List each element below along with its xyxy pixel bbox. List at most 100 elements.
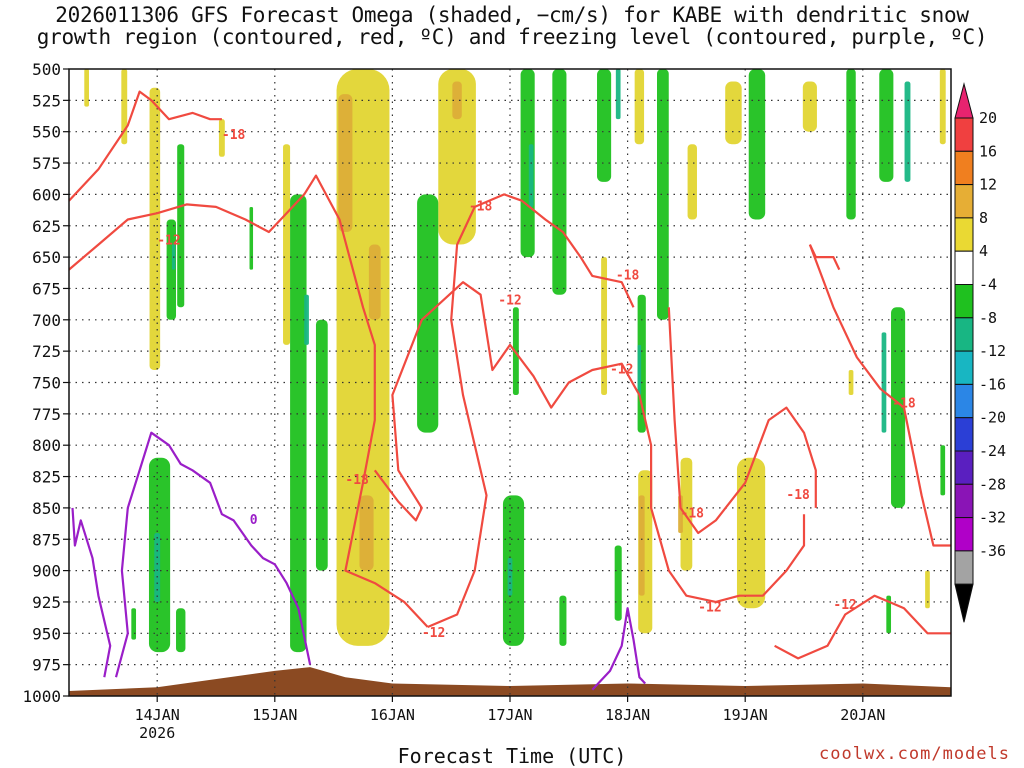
- freezing-level-label: 0: [250, 513, 258, 528]
- colorbar-label: 8: [979, 209, 988, 227]
- omega-region: [338, 94, 353, 233]
- pressure-tick-label: 650: [32, 248, 61, 267]
- chart-title-line-2: growth region (contoured, red, ºC) and f…: [36, 25, 988, 49]
- pressure-tick-label: 575: [32, 154, 61, 173]
- omega-region: [680, 457, 693, 571]
- omega-region: [597, 69, 612, 182]
- omega-region: [687, 144, 697, 220]
- omega-region: [925, 570, 930, 609]
- colorbar-label: 4: [979, 242, 988, 260]
- snow-growth-contour: [373, 281, 806, 604]
- time-tick-label: 20JAN: [840, 706, 885, 724]
- pressure-tick-label: 725: [32, 342, 61, 361]
- pressure-tick-label: 675: [32, 279, 61, 298]
- omega-region: [748, 69, 766, 220]
- time-tick-label: 18JAN: [605, 706, 650, 724]
- omega-region: [502, 495, 525, 646]
- credit-text: coolwx.com/models: [819, 744, 1010, 764]
- x-axis-title: Forecast Time (UTC): [397, 744, 627, 768]
- pressure-tick-label: 975: [32, 656, 61, 675]
- omega-region: [84, 69, 89, 107]
- colorbar-label: -20: [979, 409, 1006, 427]
- terrain-layer: [69, 667, 951, 696]
- snow-growth-label: -12: [498, 293, 521, 308]
- omega-region: [218, 119, 225, 157]
- snow-growth-label: -12: [157, 233, 180, 248]
- omega-region: [176, 608, 186, 653]
- pressure-tick-label: 750: [32, 374, 61, 393]
- snow-growth-contour: [667, 307, 817, 535]
- colorbar-swatch: [954, 550, 974, 585]
- freezing-level-contour: [591, 607, 647, 691]
- omega-region: [891, 307, 906, 508]
- omega-region: [438, 69, 476, 245]
- time-tick-label: 15JAN: [252, 706, 297, 724]
- omega-region: [249, 206, 254, 270]
- snow-growth-contour: [69, 174, 429, 628]
- snow-growth-label: -18: [469, 199, 493, 214]
- omega-region: [637, 344, 642, 396]
- omega-region: [520, 69, 535, 258]
- snow-growth-label: -18: [345, 473, 369, 488]
- snow-growth-label: -12: [833, 598, 856, 613]
- omega-region: [528, 144, 534, 207]
- omega-region: [939, 69, 946, 145]
- colorbar-label: -32: [979, 509, 1006, 527]
- colorbar-label: 20: [979, 109, 997, 127]
- omega-region: [154, 532, 161, 602]
- colorbar-label: -28: [979, 475, 1006, 493]
- omega-region: [368, 244, 381, 320]
- pressure-tick-label: 900: [32, 562, 61, 581]
- time-tick-label: 17JAN: [487, 706, 532, 724]
- omega-region: [290, 194, 307, 653]
- colorbar-swatch: [954, 350, 974, 385]
- omega-region: [846, 69, 856, 220]
- pressure-tick-label: 1000: [22, 687, 61, 706]
- snow-growth-label: -12: [422, 626, 445, 641]
- omega-region: [559, 595, 567, 646]
- omega-region: [904, 81, 911, 182]
- omega-region: [131, 608, 137, 640]
- pressure-tick-label: 925: [32, 593, 61, 612]
- omega-region: [615, 69, 621, 120]
- colorbar-label: -8: [979, 309, 997, 327]
- omega-region: [881, 332, 887, 433]
- colorbar-swatch: [954, 217, 974, 252]
- colorbar-swatch: [954, 450, 974, 485]
- omega-region: [283, 144, 291, 345]
- colorbar-swatch: [954, 284, 974, 319]
- pressure-tick-label: 775: [32, 405, 61, 424]
- colorbar-label: -4: [979, 276, 997, 294]
- omega-shading-layer: [84, 69, 946, 653]
- colorbar: 20 16 12 8 4 -4 -8 -12 -16 -20 -24 -28 -32 -36: [954, 82, 1006, 623]
- omega-region: [657, 69, 669, 320]
- colorbar-label: 12: [979, 176, 997, 194]
- colorbar-swatch: [954, 117, 974, 152]
- colorbar-top-arrow: [954, 82, 974, 119]
- snow-growth-label: -18: [616, 268, 640, 283]
- pressure-tick-label: 700: [32, 311, 61, 330]
- snow-growth-label: -12: [698, 601, 721, 616]
- colorbar-swatch: [954, 317, 974, 352]
- pressure-tick-label: 875: [32, 530, 61, 549]
- time-tick-label: 19JAN: [723, 706, 768, 724]
- time-tick-label: 14JAN: [135, 706, 180, 724]
- omega-region: [725, 81, 742, 145]
- omega-region: [315, 319, 328, 571]
- snow-growth-label: -18: [681, 507, 705, 522]
- pressure-tick-label: 625: [32, 217, 61, 236]
- terrain-area: [69, 667, 951, 696]
- omega-region: [552, 69, 567, 295]
- colorbar-swatch: [954, 517, 974, 552]
- pressure-tick-label: 850: [32, 499, 61, 518]
- omega-region: [601, 257, 608, 396]
- colorbar-swatch: [954, 417, 974, 452]
- snow-growth-label: -12: [610, 362, 633, 377]
- colorbar-swatch: [954, 483, 974, 519]
- chart-title: 2026011306 GFS Forecast Omega (shaded, −…: [0, 4, 1024, 48]
- pressure-tick-label: 825: [32, 468, 61, 487]
- pressure-axis: 500 525 550 575 600 625 650 675 700 725 750 775 800 8…: [22, 60, 69, 706]
- time-tick-label: 16JAN: [370, 706, 415, 724]
- omega-region: [886, 595, 892, 634]
